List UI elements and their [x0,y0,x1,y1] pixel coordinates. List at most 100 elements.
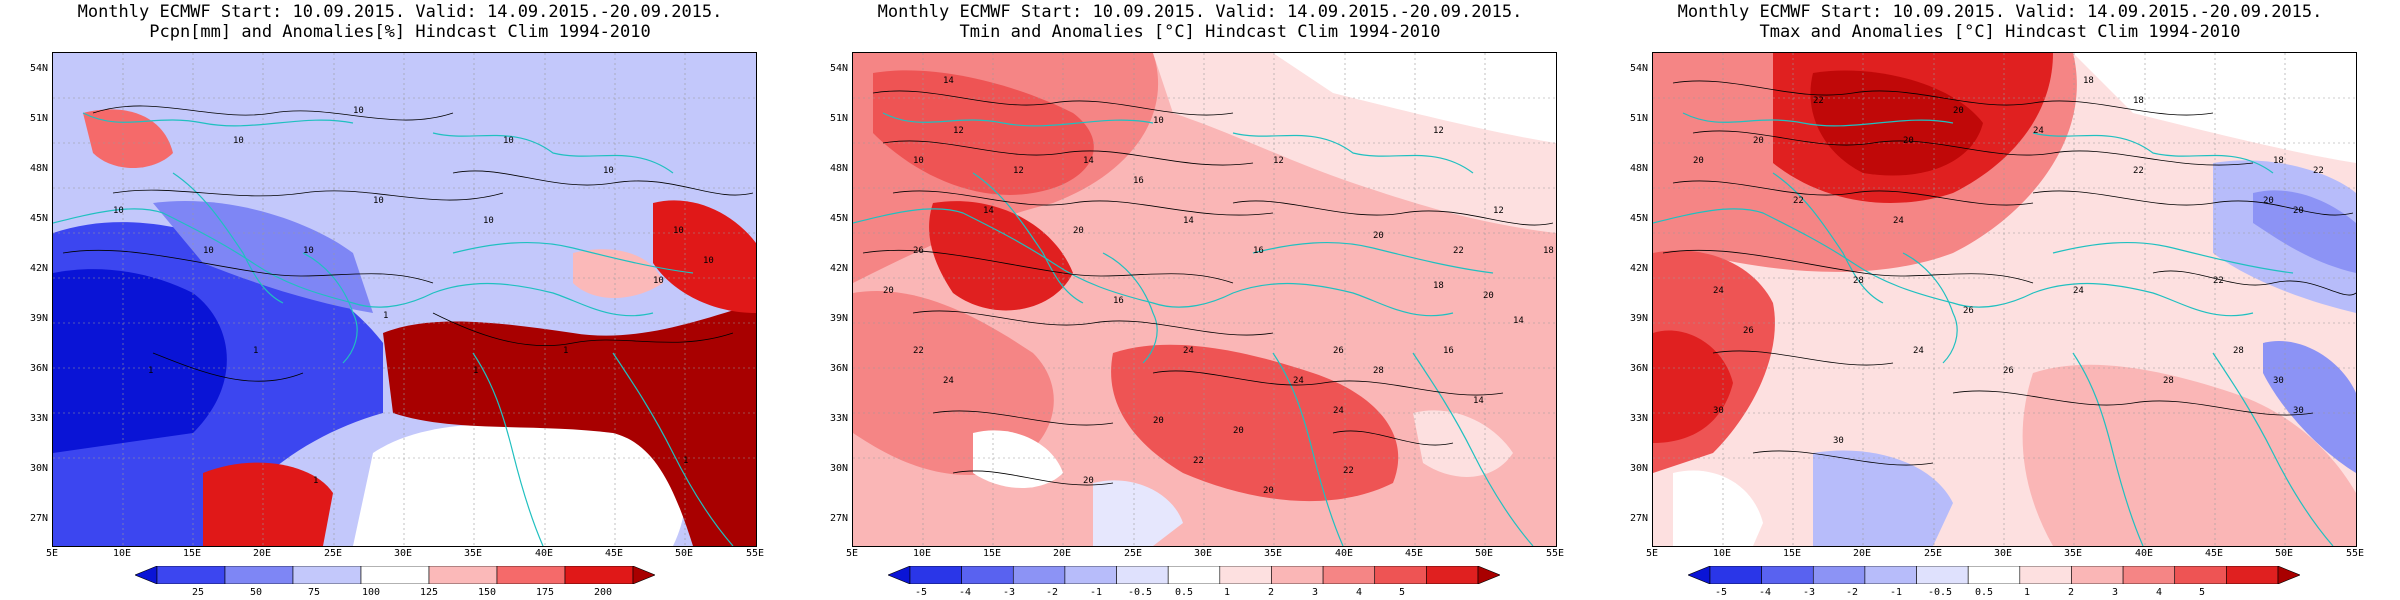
colorbar-label: 2 [2067,587,2075,598]
contour-label: 12 [1493,206,1504,216]
contour-label: 24 [1293,376,1304,386]
contour-label: 24 [1333,406,1344,416]
panel-title-line2: Pcpn[mm] and Anomalies[%] Hindcast Clim … [149,22,651,42]
lat-label: 45N [29,213,48,224]
lat-label: 36N [829,363,848,374]
lat-label: 42N [1629,263,1648,274]
colorbar-label: -2 [1045,587,1059,598]
contour-label: 12 [1433,126,1444,136]
lon-label: 10E [1712,548,1732,559]
lat-label: 33N [29,413,48,424]
colorbar-bin [496,565,566,585]
contour-label: 10 [603,166,614,176]
colorbar-bin [1761,565,1814,585]
contour-label: 22 [1453,246,1464,256]
panel-title-line2: Tmin and Anomalies [°C] Hindcast Clim 19… [959,22,1441,42]
colorbar-label: 200 [593,587,613,598]
contour-label: 26 [913,246,924,256]
contour-label: 20 [1263,486,1274,496]
colorbar-bin [2122,565,2176,585]
colorbar-label: 25 [191,587,205,598]
colorbar-bin [1219,565,1272,585]
colorbar-label: -3 [1802,587,1816,598]
contour-label: 18 [2273,156,2284,166]
contour-label: 10 [303,246,314,256]
contour-label: 26 [1963,306,1974,316]
contour-label: 20 [1233,426,1244,436]
colorbar-bin [1322,565,1376,585]
colorbar-precip [134,565,656,585]
contour-label: 1 [473,366,478,376]
lat-label: 48N [1629,163,1648,174]
colorbar-bin [1271,565,1324,585]
lon-label: 35E [463,548,483,559]
lat-label: 45N [829,213,848,224]
contour-label: 10 [913,156,924,166]
colorbar-bin [1064,565,1117,585]
colorbar-bin [2071,565,2124,585]
colorbar-label: 125 [419,587,439,598]
contour-label: 24 [2033,126,2044,136]
colorbar-bin [887,565,911,585]
colorbar-label: 4 [2155,587,2163,598]
lat-label: 30N [829,463,848,474]
lon-label: 20E [1052,548,1072,559]
tmin-map-svg: 14 12 10 10 12 12 14 16 14 20 14 16 20 2… [853,53,1556,546]
contour-label: 10 [673,226,684,236]
colorbar-bin [428,565,498,585]
lat-label: 51N [829,113,848,124]
panel-title-line1: Monthly ECMWF Start: 10.09.2015. Valid: … [877,2,1523,22]
lat-label: 51N [29,113,48,124]
colorbar-label: -3 [1002,587,1016,598]
contour-label: 20 [1373,231,1384,241]
contour-label: 14 [943,76,954,86]
colorbar-bin [360,565,430,585]
colorbar-label: 50 [249,587,263,598]
lon-label: 20E [1852,548,1872,559]
lat-label: 30N [1629,463,1648,474]
lon-label: 30E [1193,548,1213,559]
colorbar-bin [1864,565,1917,585]
lon-label: 20E [252,548,272,559]
lon-label: 40E [1334,548,1354,559]
contour-label: 24 [1183,346,1194,356]
panel-title-line1: Monthly ECMWF Start: 10.09.2015. Valid: … [1677,2,2323,22]
contour-label: 14 [1183,216,1194,226]
contour-label: 1 [683,456,688,466]
colorbar-bin [632,565,656,585]
contour-label: 10 [653,276,664,286]
colorbar-label: -1 [1889,587,1903,598]
contour-label: 1 [313,476,318,486]
colorbar-label: -4 [958,587,972,598]
contour-label: 14 [1473,396,1484,406]
contour-label: 24 [1913,346,1924,356]
lat-label: 54N [29,63,48,74]
colorbar-bin [909,565,962,585]
lat-label: 27N [29,513,48,524]
colorbar-bin [1967,565,2021,585]
contour-label: 24 [943,376,954,386]
contour-label: 24 [1893,216,1904,226]
contour-label: 1 [148,366,153,376]
contour-label: 12 [953,126,964,136]
colorbar-label: -5 [914,587,928,598]
colorbar-label: 0.5 [1974,587,1994,598]
colorbar-label: 75 [307,587,321,598]
contour-label: 30 [1713,406,1724,416]
lon-label: 35E [1263,548,1283,559]
lat-label: 39N [829,313,848,324]
lat-label: 51N [1629,113,1648,124]
colorbar-bin [156,565,226,585]
colorbar-svg [134,565,656,585]
lon-label: 55E [1545,548,1565,559]
contour-label: 20 [1903,136,1914,146]
lat-label: 36N [29,363,48,374]
lat-label: 42N [29,263,48,274]
panel-tmax: Monthly ECMWF Start: 10.09.2015. Valid: … [1600,0,2400,600]
colorbar-label: 150 [477,587,497,598]
lon-label: 10E [112,548,132,559]
lon-label: 50E [674,548,694,559]
contour-label: 12 [1013,166,1024,176]
contour-label: 10 [483,216,494,226]
contour-label: 16 [1133,176,1144,186]
